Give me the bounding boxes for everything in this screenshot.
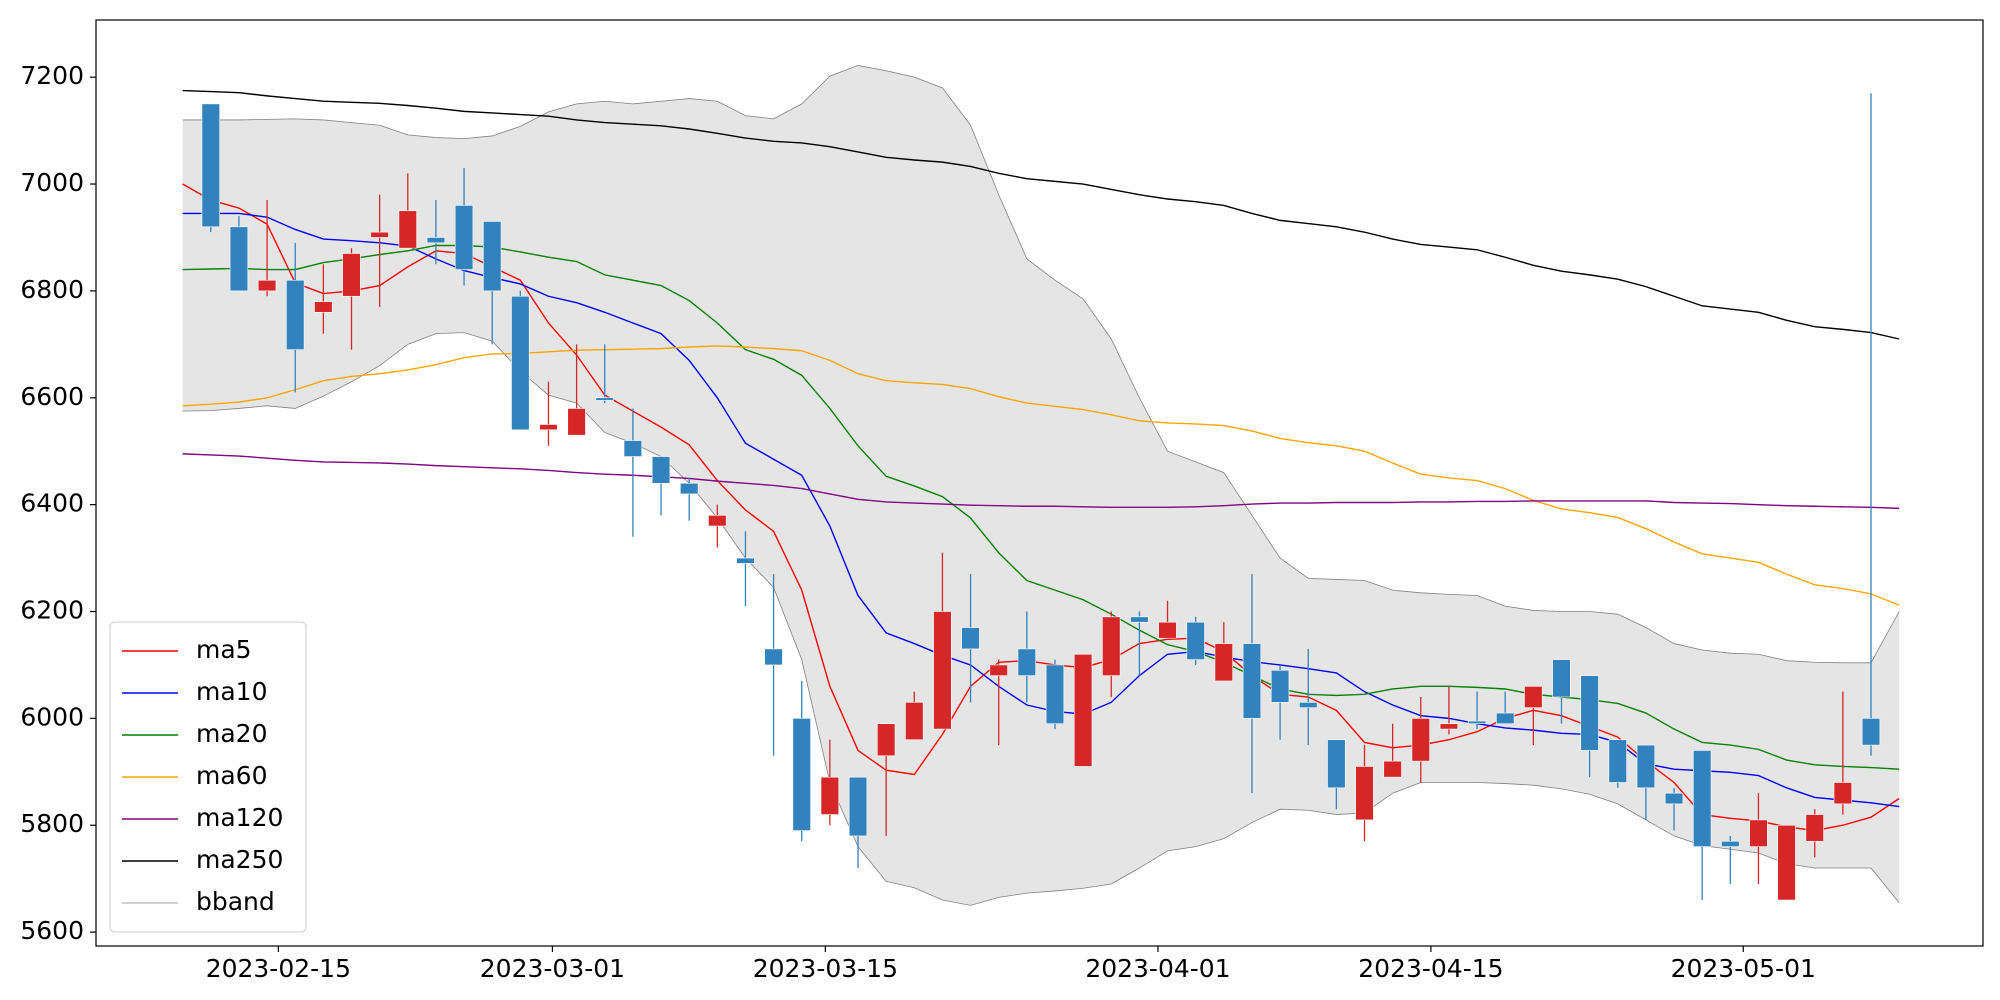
- legend-label: bband: [196, 887, 275, 916]
- legend-label: ma5: [196, 635, 252, 664]
- y-tick-label: 5600: [20, 916, 84, 945]
- candle-body: [623, 440, 643, 457]
- candle-body: [1130, 616, 1149, 623]
- legend-label: ma20: [196, 719, 267, 748]
- candle-body: [483, 221, 502, 292]
- ma-line: [182, 453, 1900, 510]
- candle-body: [1805, 814, 1824, 842]
- candle-body: [229, 226, 249, 292]
- y-tick-label: 6800: [20, 275, 84, 304]
- candle-body: [961, 627, 980, 650]
- band-upper: [182, 65, 1900, 664]
- candle-body: [1017, 648, 1037, 676]
- y-tick-label: 6200: [20, 596, 84, 625]
- candle-body: [398, 210, 417, 249]
- candle-body: [1749, 819, 1768, 847]
- x-tick-label: 2023-04-01: [1085, 954, 1230, 983]
- y-tick-label: 7000: [20, 168, 84, 197]
- band-layer: [182, 65, 1900, 906]
- axes-layer: 5600 5800 6000 6200 6400 6600 6800 7000 7200 2023…: [20, 19, 1984, 983]
- legend-label: ma10: [196, 677, 267, 706]
- x-tick-label: 2023-02-15: [206, 954, 351, 983]
- candle-layer: [201, 93, 1881, 901]
- candle-body: [708, 515, 727, 527]
- candle-body: [1496, 712, 1515, 725]
- candle-body: [680, 482, 699, 495]
- candle-body: [1102, 616, 1121, 676]
- candle-body: [426, 237, 446, 244]
- legend-label: ma120: [196, 803, 283, 832]
- candle-body: [1073, 653, 1093, 767]
- candle-body: [539, 424, 558, 431]
- candle-body: [1411, 718, 1430, 762]
- candle-body: [1355, 766, 1374, 821]
- candle-body: [1833, 782, 1853, 805]
- candle-body: [764, 648, 783, 666]
- candle-body: [1636, 744, 1656, 789]
- candle-body: [286, 279, 305, 350]
- candle-body: [1383, 760, 1402, 778]
- y-tick-label: 7200: [20, 61, 84, 90]
- legend-frame: [109, 621, 307, 933]
- candle-body: [1524, 686, 1543, 708]
- candle-body: [905, 702, 924, 741]
- candle-body: [314, 301, 333, 313]
- ma-line: [182, 345, 1900, 606]
- candle-body: [1664, 792, 1684, 805]
- candle-body: [1608, 739, 1627, 783]
- candle-body: [820, 776, 840, 815]
- candle-body: [370, 231, 389, 238]
- y-tick-label: 6600: [20, 382, 84, 411]
- legend-label: ma250: [196, 845, 283, 874]
- candle-body: [342, 253, 361, 297]
- candle-body: [1158, 621, 1177, 639]
- candle-body: [1777, 824, 1796, 901]
- candle-body: [792, 718, 811, 831]
- x-tick-label: 2023-04-15: [1358, 954, 1503, 983]
- y-tick-label: 6400: [20, 489, 84, 518]
- candle-body: [257, 279, 277, 292]
- x-tick-label: 2023-03-15: [753, 954, 898, 983]
- candle-body: [567, 408, 586, 436]
- candle-body: [1270, 669, 1290, 703]
- band-lower: [182, 332, 1900, 906]
- legend: ma5 ma10 ma20 ma60 ma120 ma250 bband: [109, 621, 307, 933]
- candle-body: [511, 295, 530, 431]
- candle-body: [201, 103, 220, 228]
- candle-body: [1214, 643, 1233, 682]
- legend-label: ma60: [196, 761, 267, 790]
- candle-body: [1580, 675, 1599, 751]
- candle-body: [651, 456, 671, 484]
- y-tick-label: 6000: [20, 702, 84, 731]
- plot-frame: [95, 19, 1984, 947]
- candle-body: [848, 776, 868, 837]
- candle-body: [989, 664, 1008, 676]
- candle-body: [454, 205, 474, 270]
- candle-body: [1242, 643, 1262, 719]
- candle-body: [595, 397, 614, 401]
- candle-body: [1186, 621, 1205, 660]
- x-tick-label: 2023-05-01: [1671, 954, 1816, 983]
- candle-body: [1299, 702, 1318, 708]
- band-fill: [182, 65, 1900, 906]
- candle-body: [1861, 718, 1881, 746]
- y-tick-label: 5800: [20, 809, 84, 838]
- candle-body: [1721, 840, 1740, 847]
- ma-line: [182, 89, 1900, 340]
- candle-body: [1045, 664, 1065, 725]
- candle-body: [933, 611, 952, 730]
- x-tick-label: 2023-03-01: [480, 954, 625, 983]
- candle-body: [736, 557, 755, 564]
- candle-body: [1467, 720, 1487, 725]
- candle-body: [1439, 723, 1459, 730]
- candle-body: [1327, 739, 1346, 789]
- candle-body: [1693, 750, 1712, 847]
- candle-body: [1552, 659, 1571, 698]
- candle-body: [876, 723, 896, 757]
